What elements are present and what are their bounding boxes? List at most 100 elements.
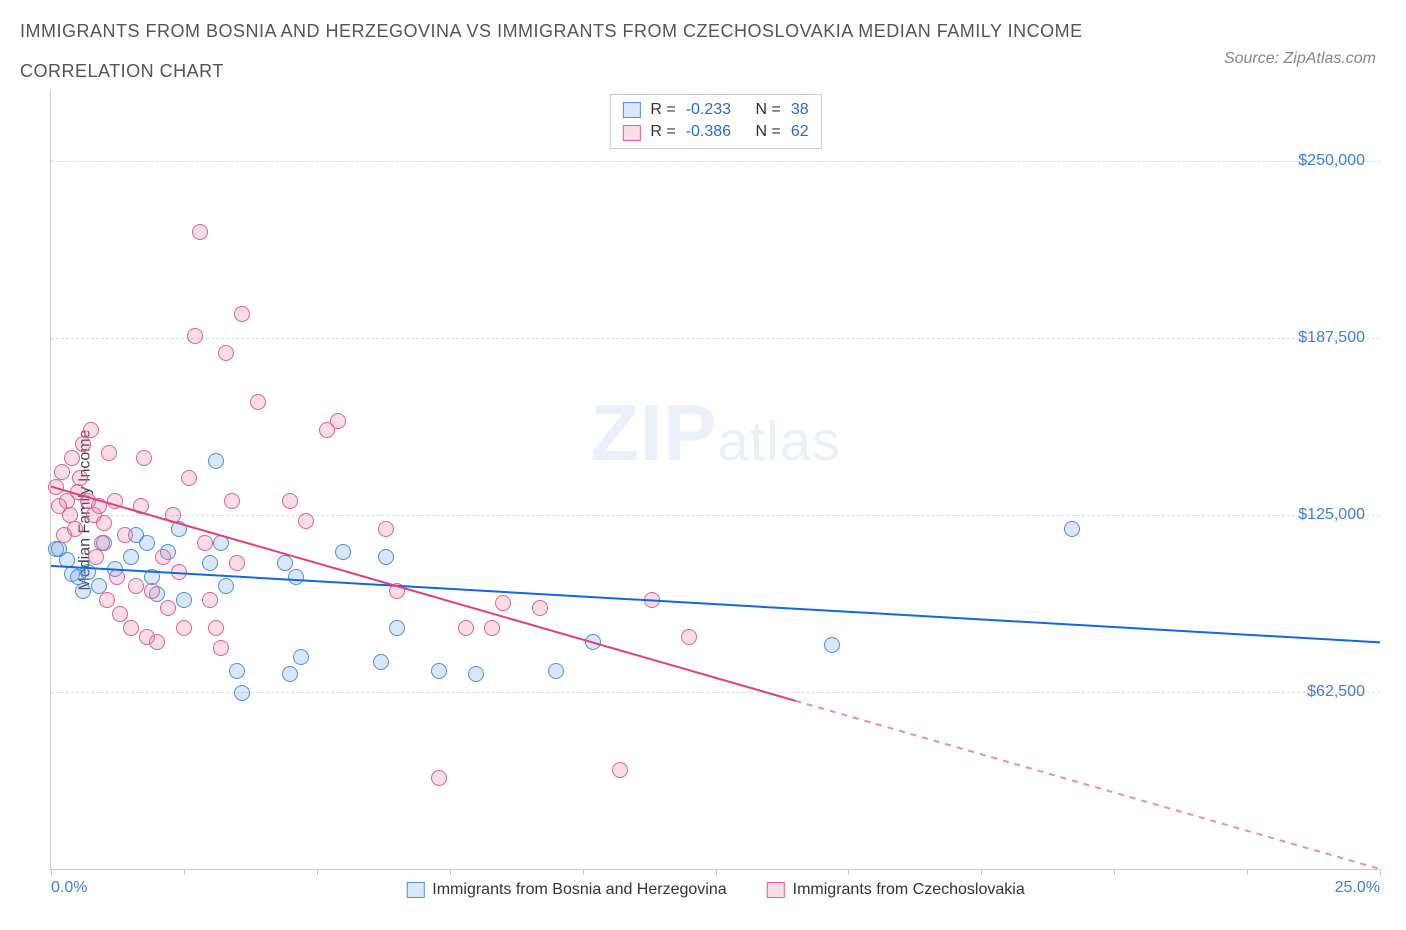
legend-item-1: Immigrants from Bosnia and Herzegovina bbox=[406, 881, 726, 899]
chart-title: IMMIGRANTS FROM BOSNIA AND HERZEGOVINA V… bbox=[20, 12, 1386, 91]
data-point bbox=[431, 663, 447, 679]
r-label-2: R = bbox=[650, 121, 675, 143]
data-point bbox=[229, 663, 245, 679]
data-point bbox=[330, 413, 346, 429]
data-point bbox=[644, 592, 660, 608]
data-point bbox=[67, 521, 83, 537]
data-point bbox=[181, 470, 197, 486]
data-point bbox=[224, 493, 240, 509]
title-line-2: CORRELATION CHART bbox=[20, 61, 224, 81]
data-point bbox=[431, 770, 447, 786]
legend-stats: R = -0.233 N = 38 R = -0.386 N = 62 bbox=[609, 94, 821, 149]
data-point bbox=[136, 450, 152, 466]
data-point bbox=[112, 606, 128, 622]
data-point bbox=[75, 583, 91, 599]
y-tick-label: $62,500 bbox=[1307, 683, 1365, 701]
x-tick bbox=[450, 869, 451, 875]
data-point bbox=[117, 527, 133, 543]
data-point bbox=[75, 436, 91, 452]
gridline-h bbox=[51, 161, 1380, 162]
data-point bbox=[83, 422, 99, 438]
legend-stats-row-2: R = -0.386 N = 62 bbox=[622, 121, 808, 143]
data-point bbox=[218, 345, 234, 361]
y-tick-label: $125,000 bbox=[1298, 506, 1365, 524]
data-point bbox=[128, 578, 144, 594]
legend-stats-row-1: R = -0.233 N = 38 bbox=[622, 99, 808, 121]
data-point bbox=[123, 549, 139, 565]
data-point bbox=[458, 620, 474, 636]
n-value-2: 62 bbox=[791, 121, 809, 143]
x-tick bbox=[1380, 869, 1381, 875]
data-point bbox=[378, 521, 394, 537]
y-tick-label: $187,500 bbox=[1298, 329, 1365, 347]
data-point bbox=[234, 306, 250, 322]
title-line-1: IMMIGRANTS FROM BOSNIA AND HERZEGOVINA V… bbox=[20, 21, 1083, 41]
x-tick bbox=[1114, 869, 1115, 875]
gridline-h bbox=[51, 515, 1380, 516]
data-point bbox=[197, 535, 213, 551]
data-point bbox=[54, 464, 70, 480]
data-point bbox=[202, 555, 218, 571]
data-point bbox=[155, 549, 171, 565]
n-value-1: 38 bbox=[791, 99, 809, 121]
legend-series: Immigrants from Bosnia and Herzegovina I… bbox=[406, 881, 1024, 899]
r-label-1: R = bbox=[650, 99, 675, 121]
data-point bbox=[585, 634, 601, 650]
plot-area: ZIPatlas R = -0.233 N = 38 R = -0.386 N … bbox=[50, 90, 1380, 870]
data-point bbox=[165, 507, 181, 523]
data-point bbox=[484, 620, 500, 636]
watermark-zip: ZIP bbox=[590, 388, 717, 477]
data-point bbox=[176, 620, 192, 636]
legend-swatch-bottom-2 bbox=[767, 882, 785, 898]
r-value-1: -0.233 bbox=[686, 99, 731, 121]
x-tick bbox=[981, 869, 982, 875]
x-axis-max-label: 25.0% bbox=[1335, 879, 1380, 897]
data-point bbox=[468, 666, 484, 682]
data-point bbox=[389, 620, 405, 636]
data-point bbox=[171, 564, 187, 580]
data-point bbox=[107, 493, 123, 509]
data-point bbox=[88, 549, 104, 565]
source-attribution: Source: ZipAtlas.com bbox=[1224, 50, 1376, 68]
n-label-2: N = bbox=[756, 121, 781, 143]
x-tick bbox=[1247, 869, 1248, 875]
data-point bbox=[208, 453, 224, 469]
y-tick-label: $250,000 bbox=[1298, 152, 1365, 170]
data-point bbox=[612, 762, 628, 778]
data-point bbox=[208, 620, 224, 636]
legend-swatch-series-2 bbox=[622, 125, 640, 141]
data-point bbox=[234, 685, 250, 701]
data-point bbox=[218, 578, 234, 594]
legend-swatch-series-1 bbox=[622, 102, 640, 118]
chart-container: Median Family Income ZIPatlas R = -0.233… bbox=[0, 90, 1406, 930]
data-point bbox=[133, 498, 149, 514]
r-value-2: -0.386 bbox=[686, 121, 731, 143]
data-point bbox=[96, 515, 112, 531]
data-point bbox=[824, 637, 840, 653]
data-point bbox=[548, 663, 564, 679]
data-point bbox=[282, 666, 298, 682]
data-point bbox=[91, 498, 107, 514]
data-point bbox=[187, 328, 203, 344]
data-point bbox=[213, 535, 229, 551]
data-point bbox=[378, 549, 394, 565]
x-axis-min-label: 0.0% bbox=[51, 879, 87, 897]
data-point bbox=[72, 470, 88, 486]
data-point bbox=[681, 629, 697, 645]
data-point bbox=[192, 224, 208, 240]
data-point bbox=[171, 521, 187, 537]
x-tick bbox=[184, 869, 185, 875]
data-point bbox=[373, 654, 389, 670]
data-point bbox=[293, 649, 309, 665]
data-point bbox=[202, 592, 218, 608]
data-point bbox=[495, 595, 511, 611]
x-tick bbox=[317, 869, 318, 875]
legend-swatch-bottom-1 bbox=[406, 882, 424, 898]
watermark-atlas: atlas bbox=[718, 409, 841, 472]
legend-item-2: Immigrants from Czechoslovakia bbox=[767, 881, 1025, 899]
data-point bbox=[288, 569, 304, 585]
data-point bbox=[250, 394, 266, 410]
data-point bbox=[229, 555, 245, 571]
data-point bbox=[176, 592, 192, 608]
data-point bbox=[109, 569, 125, 585]
